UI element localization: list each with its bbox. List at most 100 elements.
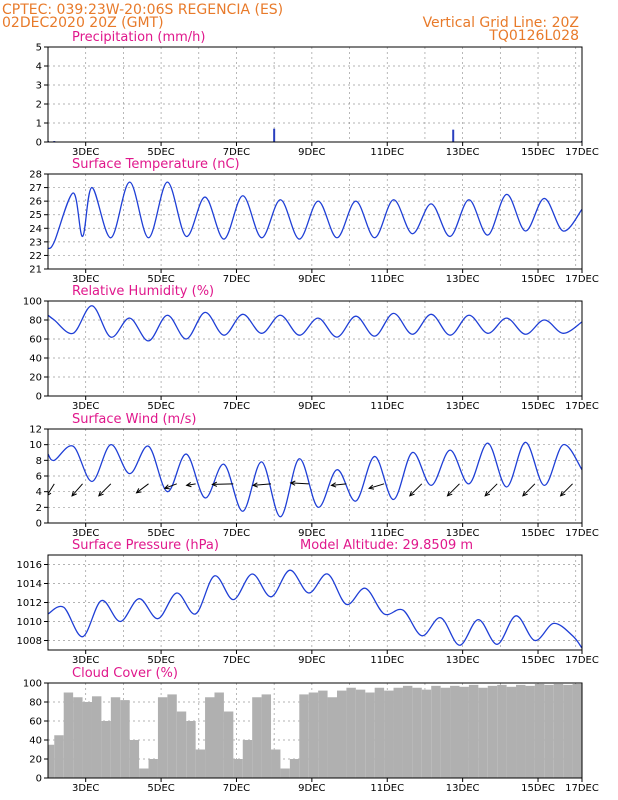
cloud-bar — [271, 749, 281, 778]
x-tick-label: 13DEC — [446, 528, 480, 539]
panel-title: Relative Humidity (%) — [72, 284, 214, 299]
cloud-bar — [572, 683, 582, 778]
x-tick-label: 17DEC — [565, 655, 599, 666]
x-tick-label: 7DEC — [223, 274, 250, 285]
series-line — [48, 569, 582, 649]
wind-arrow-head — [185, 482, 192, 488]
wind-arrow-head — [289, 480, 296, 486]
plot-area — [48, 174, 582, 269]
y-tick-label: 22 — [29, 251, 42, 262]
x-tick-label: 17DEC — [565, 274, 599, 285]
wind-arrow-head — [408, 490, 415, 497]
wind-arrow — [71, 483, 83, 497]
cloud-bar — [440, 687, 451, 778]
y-tick-label: 4 — [36, 487, 42, 498]
x-tick-label: 13DEC — [446, 147, 480, 158]
x-tick-label: 15DEC — [521, 401, 555, 412]
cloud-bar — [506, 686, 517, 778]
cloud-bar — [450, 685, 460, 778]
x-tick-label: 9DEC — [298, 147, 325, 158]
wind-arrows — [48, 480, 573, 497]
x-tick-label: 17DEC — [565, 401, 599, 412]
x-tick-label: 3DEC — [72, 401, 99, 412]
y-tick-label: 0 — [36, 138, 42, 149]
x-tick-label: 15DEC — [521, 274, 555, 285]
x-tick-label: 5DEC — [147, 274, 174, 285]
series-line — [48, 305, 582, 342]
panel-title: Surface Wind (m/s) — [72, 412, 196, 427]
y-tick-label: 23 — [29, 237, 42, 248]
wind-arrow — [522, 483, 536, 497]
y-tick-label: 40 — [29, 736, 42, 747]
cloud-bar — [384, 690, 394, 778]
panel-frame — [47, 300, 583, 397]
cloud-bar — [487, 685, 498, 778]
wind-arrow-head — [368, 484, 375, 490]
cloud-bar — [73, 697, 83, 778]
x-tick-label: 11DEC — [370, 655, 404, 666]
wind-arrow — [186, 483, 196, 486]
x-tick-label: 5DEC — [147, 401, 174, 412]
y-tick-label: 100 — [23, 679, 42, 690]
x-tick-label: 15DEC — [521, 147, 555, 158]
wind-arrow-head — [251, 482, 258, 488]
cloud-bar — [233, 759, 243, 778]
cloud-bar — [327, 697, 337, 778]
series-line — [48, 181, 582, 250]
wind-arrow-head — [135, 488, 142, 494]
cloud-bar — [101, 721, 111, 778]
cloud-bar — [110, 697, 121, 778]
wind-arrow-head — [446, 490, 453, 497]
wind-arrow-head — [98, 490, 104, 497]
cloud-bar — [563, 684, 573, 778]
cloud-bar — [48, 744, 55, 778]
x-tick-label: 11DEC — [370, 401, 404, 412]
cloud-bar — [308, 692, 319, 778]
wind-arrow — [368, 483, 385, 489]
y-tick-label: 80 — [29, 316, 42, 327]
header-grid-line: Vertical Grid Line: 20Z — [423, 15, 579, 31]
y-tick-label: 40 — [29, 354, 42, 365]
cloud-bar — [534, 683, 545, 778]
cloud-bar — [553, 683, 564, 778]
y-tick-label: 1012 — [17, 598, 42, 609]
x-tick-label: 13DEC — [446, 401, 480, 412]
x-tick-label: 5DEC — [147, 655, 174, 666]
cloud-bar — [120, 700, 130, 778]
y-tick-label: 1016 — [17, 560, 42, 571]
y-tick-label: 20 — [29, 755, 42, 766]
cloud-bar — [205, 697, 215, 778]
cloud-bar — [412, 687, 422, 778]
y-tick-label: 0 — [36, 774, 42, 785]
panel-frame — [47, 46, 583, 143]
y-tick-label: 28 — [29, 170, 42, 181]
y-tick-label: 6 — [36, 472, 42, 483]
cloud-bar — [91, 696, 102, 778]
panel-3: Relative Humidity (%) 0 20 40 60 80 100 3DEC 5DE… — [23, 284, 599, 412]
x-tick-label: 13DEC — [446, 783, 480, 794]
wind-arrow — [98, 483, 112, 497]
panel-1: Precipitation (mm/h) 0 1 2 3 4 5 3DEC 5DEC 7DEC 9D… — [36, 30, 599, 158]
x-tick-label: 11DEC — [370, 147, 404, 158]
header-station: CPTEC: 039:23W-20:06S REGENCIA (ES) — [2, 2, 283, 18]
header-model: TQ0126L028 — [488, 28, 579, 44]
x-tick-label: 13DEC — [446, 655, 480, 666]
y-tick-label: 100 — [23, 297, 42, 308]
wind-arrow — [252, 483, 272, 486]
cloud-bar — [336, 690, 347, 778]
x-tick-label: 3DEC — [72, 147, 99, 158]
panel-4: Surface Wind (m/s) 0 2 4 6 8 10 12 3DEC 5DEC 7DEC 9… — [29, 412, 599, 539]
wind-arrow — [290, 482, 309, 485]
plot-area — [48, 683, 582, 778]
x-tick-label: 5DEC — [147, 783, 174, 794]
panel-frame — [47, 173, 583, 270]
panel-2: Surface Temperature (nC) 21 22 23 24 25 26 27 28… — [29, 157, 599, 285]
cloud-bar — [402, 685, 413, 778]
cloud-bar — [242, 740, 253, 778]
y-tick-label: 26 — [29, 197, 42, 208]
precip-bar — [452, 129, 455, 142]
y-tick-label: 0 — [36, 519, 42, 530]
x-tick-label: 9DEC — [298, 655, 325, 666]
x-tick-label: 15DEC — [521, 783, 555, 794]
